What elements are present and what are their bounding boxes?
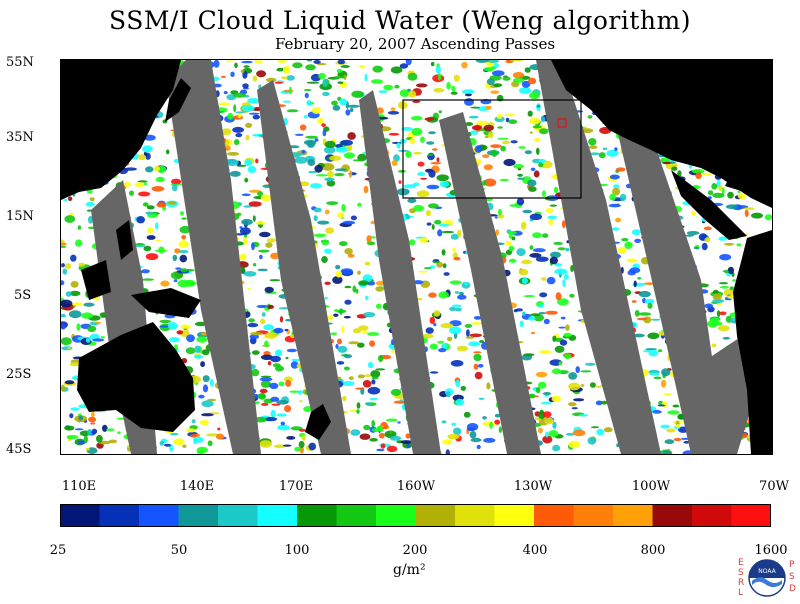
colorbar-cell xyxy=(336,504,377,527)
colorbar-cell xyxy=(60,504,100,527)
swath-gap xyxy=(601,60,726,454)
land-philippines xyxy=(116,220,133,260)
colorbar-cell xyxy=(652,504,693,527)
logo-name: NOAA xyxy=(758,568,776,575)
colorbar-cell xyxy=(692,504,732,527)
lon-label-130w: 130W xyxy=(513,479,553,494)
colorbar-label-100: 100 xyxy=(284,543,310,558)
colorbar xyxy=(60,504,771,527)
lat-label-15n: 15N xyxy=(6,209,34,224)
logo-letter-d: D xyxy=(789,584,796,594)
colorbar-label-400: 400 xyxy=(522,543,548,558)
colorbar-label-1600: 1600 xyxy=(754,543,788,558)
lat-label-45s: 45S xyxy=(6,442,32,457)
land-japan xyxy=(165,78,191,122)
colorbar-cell xyxy=(455,504,495,527)
noaa-emblem: NOAA xyxy=(748,559,786,597)
colorbar-cell xyxy=(415,504,456,527)
colorbar-cell xyxy=(139,504,179,527)
colorbar-cell xyxy=(178,504,219,527)
colorbar-cell xyxy=(297,504,337,527)
land-asia xyxy=(61,60,181,200)
colorbar-cell xyxy=(613,504,653,527)
lon-label-70w: 70W xyxy=(759,479,789,494)
lon-label-160w: 160W xyxy=(396,479,436,494)
colorbar-cell xyxy=(494,504,535,527)
station-marker xyxy=(557,118,567,128)
land-borneo xyxy=(81,260,111,300)
logo-letter-s: S xyxy=(738,568,744,578)
colorbar-cell xyxy=(99,504,140,527)
land-new-zealand xyxy=(305,404,331,440)
colorbar-label-25: 25 xyxy=(49,543,67,558)
swath-gap xyxy=(536,60,661,454)
swath-gap xyxy=(257,80,351,454)
logo-letter-p: P xyxy=(789,560,795,570)
colorbar-cell xyxy=(257,504,298,527)
land-north-america xyxy=(551,60,772,208)
lon-label-110e: 110E xyxy=(61,479,97,494)
map-subtitle: February 20, 2007 Ascending Passes xyxy=(274,35,556,53)
land-cuba xyxy=(725,178,761,194)
lon-label-100w: 100W xyxy=(631,479,671,494)
land-australia xyxy=(77,322,195,432)
colorbar-cell xyxy=(218,504,258,527)
colorbar-label-800: 800 xyxy=(640,543,666,558)
colorbar-label-200: 200 xyxy=(402,543,428,558)
noaa-logo: NOAA E S R L P S D xyxy=(738,556,796,600)
lon-label-140e: 140E xyxy=(179,479,215,494)
colorbar-cell xyxy=(534,504,574,527)
land-new-guinea xyxy=(131,288,201,318)
lon-label-170e: 170E xyxy=(278,479,314,494)
logo-letter-l: L xyxy=(738,588,744,598)
swath-gaps xyxy=(91,60,766,454)
swath-gap xyxy=(359,90,441,454)
logo-letter-r: R xyxy=(738,578,745,588)
region-box xyxy=(402,99,582,199)
lat-label-5s: 5S xyxy=(14,288,32,303)
swath-gap xyxy=(166,60,261,454)
colorbar-cell xyxy=(376,504,416,527)
logo-letter-e: E xyxy=(738,558,744,568)
units-label: g/m² xyxy=(393,562,426,578)
colorbar-cell xyxy=(573,504,614,527)
lat-label-55n: 55N xyxy=(6,55,34,70)
lat-label-25s: 25S xyxy=(6,367,32,382)
land-south-america xyxy=(733,230,772,454)
land-masses xyxy=(61,60,772,454)
colorbar-label-50: 50 xyxy=(170,543,188,558)
land-central-america xyxy=(671,170,747,240)
colorbar-cell xyxy=(731,504,771,527)
logo-letter-s2: S xyxy=(789,572,795,582)
cloud-water-map[interactable] xyxy=(60,59,773,455)
map-title: SSM/I Cloud Liquid Water (Weng algorithm… xyxy=(109,6,691,35)
lat-label-35n: 35N xyxy=(6,130,34,145)
map-svg xyxy=(61,60,772,454)
